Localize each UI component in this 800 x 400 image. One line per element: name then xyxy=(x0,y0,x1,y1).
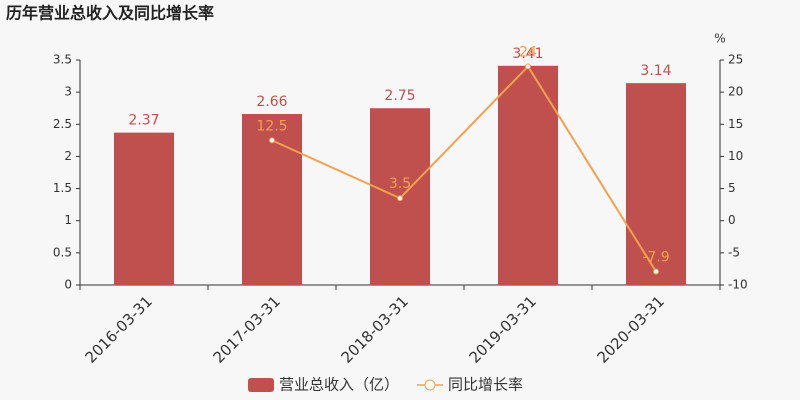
y2-tick-label: 0 xyxy=(728,213,736,227)
line-point xyxy=(525,63,531,70)
bar-value-label: 3.14 xyxy=(640,63,671,79)
y-tick-label: 2 xyxy=(64,149,72,163)
legend-marker xyxy=(424,379,436,391)
bar xyxy=(498,65,558,286)
y2-tick-label: -5 xyxy=(728,245,740,259)
line-point xyxy=(269,137,275,144)
y2-tick-label: 15 xyxy=(728,117,743,131)
bar-value-label: 3.41 xyxy=(512,46,543,62)
y2-tick-label: -10 xyxy=(728,278,748,292)
y-tick-label: 1.5 xyxy=(53,181,72,195)
bar-value-label: 2.66 xyxy=(256,94,287,110)
line-point xyxy=(397,195,403,202)
line-value-label: 24 xyxy=(519,44,537,60)
legend-marker xyxy=(248,378,274,392)
bar xyxy=(114,132,174,285)
x-tick-label: 2017-03-31 xyxy=(210,292,284,366)
y-tick-label: 1 xyxy=(64,213,72,227)
line xyxy=(271,64,657,273)
y2-axis-label: % xyxy=(714,32,725,46)
y-tick-label: 3 xyxy=(64,85,72,99)
y2-tick-label: 10 xyxy=(728,149,743,163)
y2-tick-label: 5 xyxy=(728,181,736,195)
x-tick-label: 2016-03-31 xyxy=(82,292,156,366)
line-value-label: -7.9 xyxy=(642,250,669,266)
line-value-label: 3.5 xyxy=(389,176,411,192)
x-tick-label: 2019-03-31 xyxy=(466,292,540,366)
bar xyxy=(626,83,686,286)
y-tick-label: 2.5 xyxy=(53,117,72,131)
legend-label: 营业总收入（亿） xyxy=(279,376,399,394)
bar-value-label: 2.37 xyxy=(128,113,159,129)
bar-value-label: 2.75 xyxy=(384,88,415,104)
y2-tick-label: 20 xyxy=(728,85,743,99)
y-tick-label: 0 xyxy=(64,278,72,292)
legend-label: 同比增长率 xyxy=(448,376,523,394)
x-tick-label: 2018-03-31 xyxy=(338,292,412,366)
y-tick-label: 0.5 xyxy=(53,245,72,259)
line-point xyxy=(653,268,659,275)
x-tick-label: 2020-03-31 xyxy=(594,292,668,366)
chart-title: 历年营业总收入及同比增长率 xyxy=(6,4,214,23)
line-value-label: 12.5 xyxy=(256,118,287,134)
y2-tick-label: 25 xyxy=(728,53,743,67)
y-tick-label: 3.5 xyxy=(53,53,72,67)
